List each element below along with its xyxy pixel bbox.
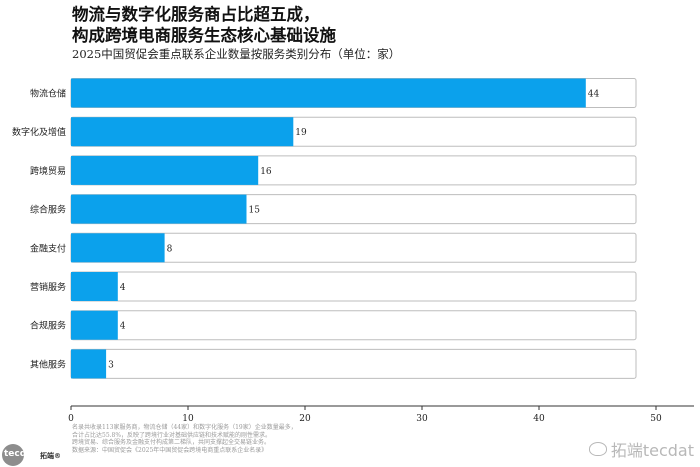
bar (71, 272, 118, 301)
footnote-line: 名录共收录113家服务商，物流仓储（44家）和数字化服务（19家）企业数量最多， (72, 424, 297, 431)
x-tick-label: 50 (650, 414, 662, 424)
weibo-icon (588, 442, 607, 456)
bar (71, 194, 247, 224)
category-label: 营销服务 (30, 281, 66, 293)
category-label: 金融支付 (30, 242, 66, 254)
data-label: 16 (260, 167, 272, 177)
data-label: 4 (120, 322, 126, 332)
bar-track (70, 310, 637, 341)
tecdat-logo: tecdat 拓端® (0, 440, 70, 467)
data-label: 15 (249, 206, 261, 216)
category-label: 其他服务 (30, 358, 66, 370)
footnote-line: 数据来源：中国贸促会《2025年中国贸促会跨境电商重点联系企业名录》 (72, 446, 268, 454)
logo-circle-icon (2, 444, 24, 466)
x-tick-label: 0 (68, 414, 74, 424)
title-line-1: 物流与数字化服务商占比超五成， (72, 5, 320, 24)
logo-side-text: 拓端® (40, 452, 61, 460)
bar (71, 310, 118, 340)
data-label: 8 (167, 244, 173, 254)
x-tick-label: 10 (182, 414, 194, 424)
x-tick-label: 30 (416, 414, 428, 424)
category-label: 合规服务 (30, 320, 66, 332)
footnote-line: 跨境贸易、综合服务及金融支付构成第二梯队，共同支撑起全交易链业务。 (72, 439, 271, 446)
category-label: 综合服务 (30, 204, 66, 216)
bar (71, 78, 586, 108)
data-label: 3 (108, 360, 114, 370)
category-label: 物流仓储 (30, 88, 66, 100)
category-label: 数字化及增值 (12, 126, 66, 138)
bar-track (70, 348, 637, 379)
watermark-text: 拓端tecdat (610, 441, 694, 460)
bar (71, 233, 165, 263)
chart-title: 物流与数字化服务商占比超五成， 构成跨境电商服务生态核心基础设施 (72, 4, 336, 46)
logo-main-text: tecdat (4, 449, 37, 459)
x-tick-label: 20 (299, 414, 311, 424)
data-label: 44 (588, 90, 600, 100)
category-label: 跨境贸易 (30, 165, 66, 177)
footnote: 名录共收录113家服务商，物流仓储（44家）和数字化服务（19家）企业数量最多，… (72, 424, 297, 454)
watermark: 拓端tecdat (588, 437, 694, 461)
data-label: 19 (295, 128, 307, 138)
title-line-2: 构成跨境电商服务生态核心基础设施 (72, 26, 336, 45)
bar (71, 155, 259, 185)
footnote-line: 合计占比达55.8%，反映了跨境行业对基础供应链和技术赋能的刚性需求。 (72, 431, 272, 439)
chart-subtitle: 2025中国贸促会重点联系企业数量按服务类别分布（单位：家） (72, 47, 401, 61)
data-label: 4 (120, 283, 126, 293)
bar (71, 349, 107, 379)
bar (71, 117, 294, 147)
x-tick-label: 40 (533, 414, 545, 424)
bar-track (70, 271, 637, 302)
